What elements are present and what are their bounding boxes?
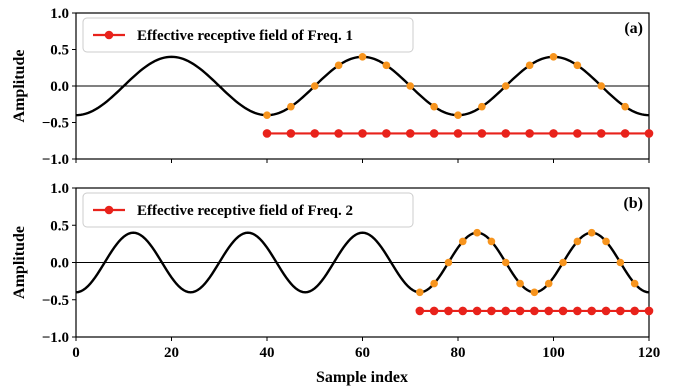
- sample-point: [487, 237, 496, 246]
- sample-point: [516, 279, 524, 288]
- receptive-field-point: [334, 129, 343, 138]
- sample-point: [406, 82, 415, 90]
- x-axis-title: Sample index: [316, 369, 408, 386]
- receptive-field-point: [453, 129, 463, 138]
- receptive-field-point: [515, 306, 525, 316]
- sample-point: [630, 279, 639, 288]
- sample-point: [602, 237, 610, 246]
- sample-point: [525, 61, 534, 70]
- receptive-field-point: [382, 129, 391, 138]
- receptive-field-point: [601, 306, 611, 316]
- sample-point: [587, 228, 596, 237]
- sample-point: [597, 82, 606, 90]
- sample-point: [454, 111, 462, 119]
- y-axis-title: Amplitude: [11, 50, 28, 123]
- y-axis-title: Amplitude: [11, 226, 28, 299]
- sample-point: [430, 279, 438, 288]
- receptive-field-point: [558, 306, 568, 316]
- receptive-field-point: [262, 129, 272, 138]
- receptive-field-point: [429, 306, 439, 316]
- sample-point: [473, 228, 481, 237]
- receptive-field-point: [405, 129, 415, 138]
- receptive-field-point: [501, 129, 511, 138]
- sample-point: [573, 237, 582, 246]
- sample-point: [444, 258, 453, 267]
- x-tick-label: 40: [260, 345, 275, 361]
- receptive-field-point: [286, 129, 296, 138]
- receptive-field-point: [644, 129, 654, 138]
- legend-box: [82, 17, 414, 53]
- sample-point: [263, 111, 271, 119]
- receptive-field-point: [530, 306, 539, 316]
- y-tick-label: 1.0: [50, 181, 69, 197]
- y-tick-label: 0.5: [50, 218, 69, 234]
- sample-point: [559, 258, 567, 267]
- sample-point: [573, 61, 582, 70]
- receptive-field-point: [573, 306, 582, 316]
- sample-point: [287, 102, 295, 111]
- sample-point: [530, 288, 539, 297]
- receptive-field-point: [549, 129, 558, 138]
- receptive-field-point: [444, 306, 453, 316]
- legend-label: Effective receptive field of Freq. 1: [137, 28, 353, 44]
- receptive-field-point: [620, 129, 630, 138]
- panel-b: −1.0 −0.5 0.0 0.5 1.0 0 20 40 60 80 100 120 Amplitud…: [11, 181, 660, 361]
- sample-point: [621, 102, 629, 111]
- sample-point: [358, 53, 367, 61]
- y-tick-label: −1.0: [42, 330, 69, 346]
- panel-label: (b): [623, 195, 643, 212]
- sample-point: [430, 102, 438, 111]
- y-tick-label: 0.5: [50, 43, 69, 59]
- sample-point: [416, 288, 424, 297]
- sample-point: [501, 258, 510, 267]
- sample-point: [334, 61, 343, 70]
- receptive-field-point: [487, 306, 496, 316]
- sample-point: [310, 82, 319, 90]
- y-tick-label: −0.5: [42, 116, 69, 132]
- receptive-field-point: [544, 306, 554, 316]
- receptive-field-point: [630, 306, 639, 316]
- y-tick-label: −0.5: [42, 293, 69, 309]
- sample-point: [458, 237, 467, 246]
- signal-line: [75, 231, 650, 294]
- receptive-field-point: [458, 306, 468, 316]
- x-tick-label: 80: [451, 345, 466, 361]
- receptive-field-point: [477, 129, 487, 138]
- receptive-field-point: [358, 129, 367, 138]
- sample-point: [616, 258, 625, 267]
- receptive-field-point: [525, 129, 534, 138]
- x-tick-label: 0: [72, 345, 80, 361]
- legend-box: [82, 192, 414, 228]
- x-tick-label: 100: [542, 345, 565, 361]
- receptive-field-point: [429, 129, 439, 138]
- legend-marker: [104, 205, 114, 215]
- x-tick-label: 60: [355, 345, 370, 361]
- sample-point: [549, 53, 558, 61]
- y-tick-label: 0.0: [50, 79, 69, 95]
- x-tick-label: 20: [164, 345, 179, 361]
- y-tick-label: 0.0: [50, 256, 69, 272]
- y-tick-label: 1.0: [50, 6, 69, 22]
- receptive-field-point: [501, 306, 511, 316]
- panel-a: −1.0 −0.5 0.0 0.5 1.0 Amplitude Effective rece…: [11, 6, 654, 168]
- panel-label: (a): [624, 20, 643, 37]
- sample-point: [544, 279, 553, 288]
- receptive-field-point: [415, 306, 425, 316]
- receptive-field-point: [573, 129, 582, 138]
- legend-label: Effective receptive field of Freq. 2: [137, 203, 353, 219]
- receptive-field-point: [587, 306, 596, 316]
- receptive-field-point: [616, 306, 625, 316]
- sample-point: [501, 82, 510, 90]
- receptive-field-point: [472, 306, 482, 316]
- sample-point: [382, 61, 391, 70]
- receptive-field-point: [644, 306, 654, 316]
- receptive-field-point: [596, 129, 606, 138]
- legend-marker: [104, 30, 114, 40]
- receptive-field-point: [310, 129, 320, 138]
- x-tick-label: 120: [638, 345, 661, 361]
- sample-point: [478, 102, 486, 111]
- y-tick-label: −1.0: [42, 152, 69, 168]
